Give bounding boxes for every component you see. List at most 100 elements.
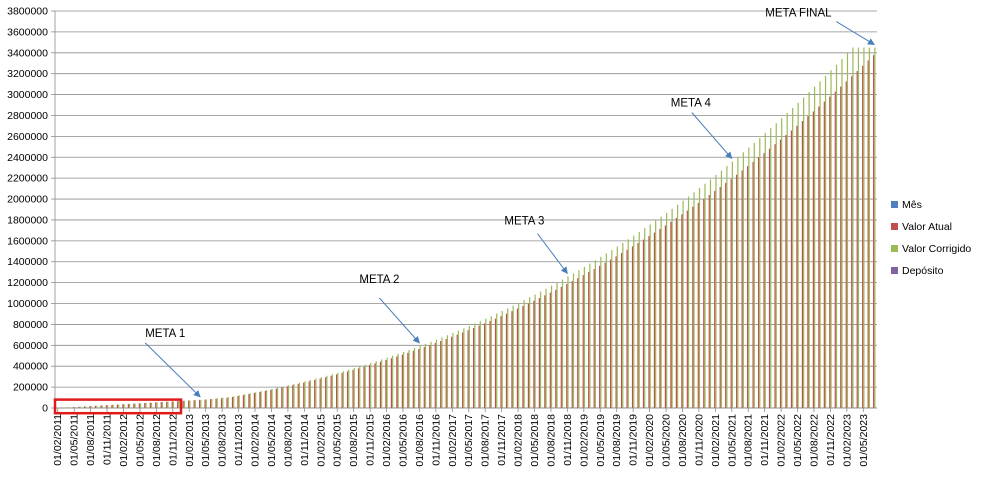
bar-valor-corrigido (386, 357, 388, 408)
bar-valor-corrigido (238, 395, 240, 408)
x-tick-label: 01/08/2012 (151, 414, 163, 467)
bar-valor-atual (429, 345, 431, 408)
bar-valor-corrigido (85, 406, 87, 408)
x-tick-label: 01/05/2022 (792, 414, 804, 467)
bar-valor-atual (127, 403, 129, 408)
bar-valor-atual (681, 214, 683, 408)
x-tick-label: 01/08/2015 (348, 414, 360, 467)
bar-valor-corrigido (419, 345, 421, 408)
annotation-label: META 4 (671, 98, 712, 110)
bar-valor-atual (473, 327, 475, 408)
y-tick-label: 800000 (13, 319, 48, 331)
x-tick-label: 01/11/2014 (299, 414, 311, 466)
bars (55, 47, 877, 409)
bar-valor-atual (363, 366, 365, 408)
bar-valor-corrigido (107, 405, 109, 408)
bar-valor-corrigido (309, 380, 312, 408)
bar-valor-corrigido (813, 86, 816, 409)
x-tick-label: 01/11/2020 (693, 414, 705, 466)
bar-valor-corrigido (819, 81, 821, 408)
bar-valor-corrigido (655, 220, 657, 408)
y-tick-label: 200000 (13, 382, 48, 394)
bar-valor-atual (757, 157, 760, 408)
bar-valor-corrigido (753, 142, 755, 409)
bar-valor-corrigido (150, 402, 153, 408)
bar-valor-corrigido (90, 406, 92, 408)
bar-valor-corrigido (671, 208, 673, 408)
bar-valor-atual (379, 361, 382, 408)
annotation-label: META FINAL (765, 8, 832, 20)
y-tick-label: 3800000 (7, 6, 48, 18)
bar-valor-corrigido (748, 147, 750, 408)
bar-valor-corrigido (852, 47, 854, 409)
bar-valor-atual (588, 272, 590, 408)
legend-swatch (891, 267, 898, 274)
bar-valor-corrigido (408, 349, 410, 408)
bar-valor-corrigido (720, 170, 723, 408)
x-tick-label: 01/02/2017 (447, 414, 459, 467)
bar-valor-atual (511, 311, 513, 408)
axes (51, 10, 877, 412)
bar-valor-corrigido (693, 192, 695, 408)
y-tick-label: 0 (42, 403, 48, 415)
x-tick-label: 01/11/2011 (102, 414, 114, 465)
x-tick-label: 01/08/2020 (677, 414, 689, 467)
bar-valor-corrigido (161, 402, 164, 408)
bar-valor-corrigido (704, 183, 706, 408)
bar-valor-corrigido (172, 401, 175, 408)
bar-valor-corrigido (687, 196, 690, 408)
bar-valor-corrigido (797, 102, 799, 408)
bar-valor-atual (478, 325, 480, 408)
bar-valor-atual (248, 394, 250, 408)
bar-valor-corrigido (846, 53, 849, 408)
x-tick-label: 01/05/2013 (200, 414, 212, 467)
bar-valor-corrigido (742, 152, 744, 408)
bar-valor-atual (571, 281, 573, 408)
bar-valor-corrigido (298, 382, 301, 408)
legend-label: Valor Atual (902, 221, 952, 233)
bar-valor-corrigido (660, 216, 662, 408)
bar-valor-atual (325, 377, 327, 408)
bar-valor-corrigido (452, 332, 454, 408)
bar-valor-atual (281, 387, 283, 408)
x-tick-label: 01/05/2012 (134, 414, 146, 467)
bar-valor-corrigido (200, 399, 202, 408)
bar-valor-atual (522, 306, 524, 408)
bar-valor-corrigido (397, 353, 399, 408)
bar-valor-atual (494, 318, 497, 408)
bar-valor-corrigido (764, 133, 766, 408)
bar-valor-atual (199, 399, 201, 408)
bar-valor-corrigido (74, 407, 76, 408)
bar-valor-atual (220, 398, 223, 408)
bar-valor-corrigido (770, 128, 772, 408)
bar-valor-corrigido (430, 341, 432, 408)
x-tick-label: 01/02/2013 (184, 414, 196, 467)
bar-valor-corrigido (101, 405, 103, 408)
y-tick-label: 1400000 (7, 256, 48, 268)
bar-valor-atual (352, 369, 354, 408)
bar-valor-atual (292, 385, 294, 408)
bar-valor-atual (155, 402, 157, 408)
bar-valor-atual (741, 170, 743, 408)
bar-valor-atual (346, 371, 349, 408)
bar-valor-atual (319, 378, 321, 408)
bar-valor-atual (336, 374, 338, 408)
bar-valor-atual (659, 228, 661, 408)
bar-valor-corrigido (644, 228, 646, 408)
bar-valor-atual (851, 76, 853, 408)
bar-valor-atual (242, 395, 245, 408)
bar-valor-atual (549, 292, 551, 408)
bar-valor-corrigido (731, 161, 733, 408)
bar-valor-corrigido (348, 369, 350, 408)
bar-valor-atual (83, 406, 86, 408)
bar-valor-atual (259, 391, 261, 408)
bar-valor-corrigido (194, 400, 196, 408)
bar-valor-corrigido (402, 351, 405, 408)
x-tick-label: 01/05/2019 (595, 414, 607, 467)
bar-valor-atual (560, 286, 562, 408)
bar-valor-atual (768, 148, 771, 408)
bar-valor-corrigido (320, 377, 322, 408)
bar-valor-atual (177, 401, 179, 408)
x-tick-label: 01/02/2015 (315, 414, 327, 467)
